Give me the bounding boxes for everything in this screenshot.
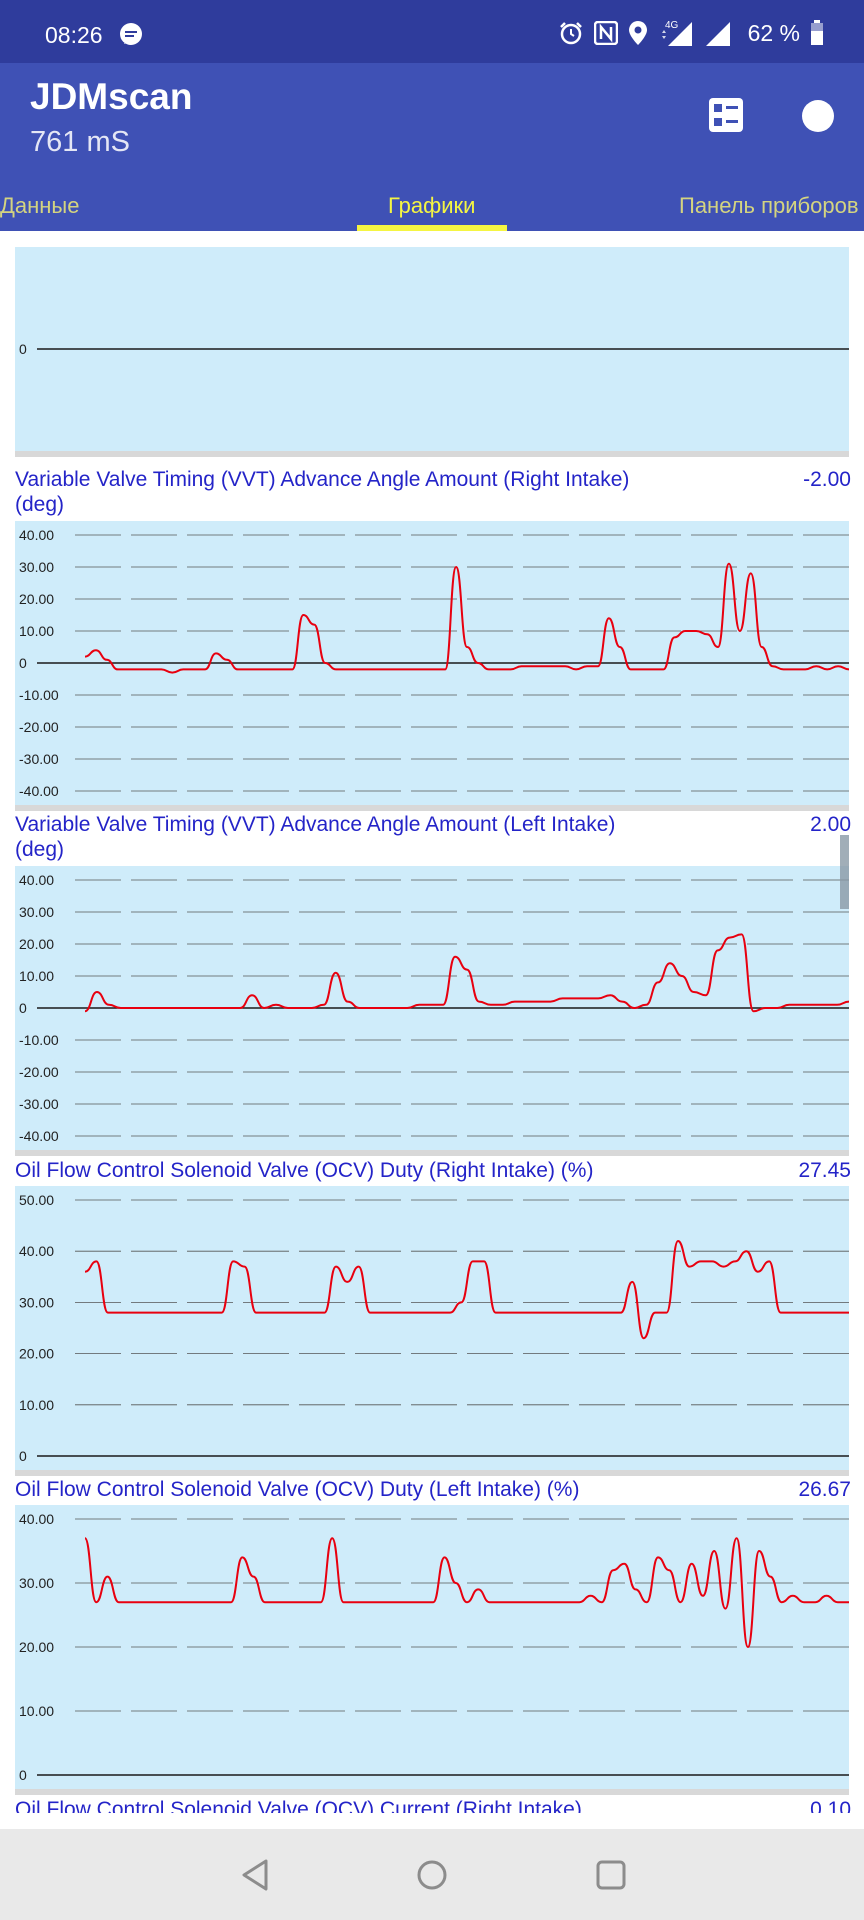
y-tick-label: 10.00 <box>19 623 54 639</box>
chart-title: Oil Flow Control Solenoid Valve (OCV) Du… <box>15 1478 580 1501</box>
chart-title: Variable Valve Timing (VVT) Advance Angl… <box>15 813 616 861</box>
y-tick-label: 20.00 <box>19 1346 54 1362</box>
chart-area-1: 40.00 30.00 20.00 10.00 0 -10.00 -20.00 -30.00 -… <box>15 521 850 811</box>
message-icon <box>120 23 142 45</box>
y-tick-label: -10.00 <box>19 1032 59 1048</box>
y-tick-label: 20.00 <box>19 936 54 952</box>
record-icon[interactable] <box>802 100 834 132</box>
app-bar: JDMscan 761 mS <box>0 63 864 170</box>
chart-svg-1: 40.00 30.00 20.00 10.00 0 -10.00 -20.00 -30.00 -… <box>19 527 850 799</box>
y-tick-label: 0 <box>19 1448 27 1464</box>
series-line <box>84 562 850 674</box>
signal-icon: 4G <box>661 20 692 46</box>
chart-current-value: 2.00 <box>810 813 851 836</box>
back-icon[interactable] <box>236 1855 276 1895</box>
chart-header-1: Variable Valve Timing (VVT) Advance Angl… <box>15 467 851 517</box>
y-tick-label: 20.00 <box>19 591 54 607</box>
app-title: JDMscan <box>30 76 193 117</box>
recents-icon[interactable] <box>591 1855 631 1895</box>
chart-svg-4: 40.00 30.00 20.00 10.00 0 <box>19 1511 849 1783</box>
y-tick-label: 30.00 <box>19 1294 54 1310</box>
chart-area-2: 40.00 30.00 20.00 10.00 0 -10.00 -20.00 -30.00 -… <box>15 866 850 1156</box>
y-tick-label: -30.00 <box>19 1096 59 1112</box>
chart-current-value: -2.00 <box>803 468 851 491</box>
y-tick-label: 10.00 <box>19 968 54 984</box>
y-tick-label: 0 <box>19 655 27 671</box>
active-tab-indicator <box>357 225 507 231</box>
y-tick-label: 40.00 <box>19 527 54 543</box>
y-tick-label: -20.00 <box>19 719 59 735</box>
scrollbar[interactable] <box>840 835 849 909</box>
refresh-interval: 761 mS <box>30 126 130 158</box>
network-type: 4G <box>665 20 679 31</box>
chart-svg-2: 40.00 30.00 20.00 10.00 0 -10.00 -20.00 -30.00 -… <box>19 872 850 1144</box>
tab-charts[interactable]: Графики <box>388 193 476 218</box>
home-icon[interactable] <box>412 1855 452 1895</box>
tab-dashboard[interactable]: Панель приборов <box>679 193 859 218</box>
list-view-icon[interactable] <box>706 95 746 135</box>
y-tick-label: 30.00 <box>19 1575 54 1591</box>
chart-current-value: 27.45 <box>798 1159 851 1182</box>
y-tick-label: 0 <box>19 1000 27 1016</box>
chart-area-4: 40.00 30.00 20.00 10.00 0 <box>15 1505 849 1795</box>
chart-header-4: Oil Flow Control Solenoid Valve (OCV) Du… <box>15 1477 851 1507</box>
chart-svg-3: 50.00 40.00 30.00 20.00 10.00 0 <box>19 1192 849 1464</box>
y-tick-label: 0 <box>19 1767 27 1783</box>
y-tick-label: 10.00 <box>19 1397 54 1413</box>
series-line <box>84 1239 849 1340</box>
status-bar: 08:26 4G 62 % <box>0 0 864 63</box>
charts-list[interactable]: 0 Variable Valve Timing (VVT) Advance An… <box>0 231 864 1813</box>
chart-svg-0: 0 <box>19 341 849 357</box>
y-tick-label: -30.00 <box>19 751 59 767</box>
alarm-icon <box>559 22 582 45</box>
battery-icon <box>811 20 823 45</box>
y-tick-label: 50.00 <box>19 1192 54 1208</box>
chart-title: Oil Flow Control Solenoid Valve (OCV) Cu… <box>15 1798 582 1813</box>
location-icon <box>628 21 647 45</box>
chart-area-3: 50.00 40.00 30.00 20.00 10.00 0 <box>15 1186 849 1476</box>
chart-current-value: 26.67 <box>798 1478 851 1501</box>
wifi-icon <box>705 22 730 46</box>
y-tick-label: 20.00 <box>19 1639 54 1655</box>
y-tick-label: -40.00 <box>19 783 59 799</box>
tab-data[interactable]: Данные <box>0 193 80 218</box>
chart-header-2: Variable Valve Timing (VVT) Advance Angl… <box>15 812 851 862</box>
nfc-icon <box>593 21 618 45</box>
series-line <box>84 933 850 1013</box>
chart-current-value: 0.10 <box>810 1798 851 1813</box>
y-tick-label: 30.00 <box>19 559 54 575</box>
battery-percent: 62 % <box>747 19 800 46</box>
y-tick-label: -40.00 <box>19 1128 59 1144</box>
status-time: 08:26 <box>45 22 103 48</box>
y-tick-label: 10.00 <box>19 1703 54 1719</box>
y-tick-label: 40.00 <box>19 872 54 888</box>
y-tick-label: 0 <box>19 341 27 357</box>
y-tick-label: 40.00 <box>19 1243 54 1259</box>
chart-title: Variable Valve Timing (VVT) Advance Angl… <box>15 468 630 516</box>
y-tick-label: -20.00 <box>19 1064 59 1080</box>
y-tick-label: 30.00 <box>19 904 54 920</box>
y-tick-label: 40.00 <box>19 1511 54 1527</box>
chart-header-3: Oil Flow Control Solenoid Valve (OCV) Du… <box>15 1158 851 1188</box>
chart-area-0: 0 <box>15 247 849 457</box>
chart-header-5: Oil Flow Control Solenoid Valve (OCV) Cu… <box>15 1797 851 1813</box>
y-tick-label: -10.00 <box>19 687 59 703</box>
navigation-bar <box>0 1829 864 1920</box>
tab-bar: Данные Графики Панель приборов <box>0 170 864 231</box>
chart-title: Oil Flow Control Solenoid Valve (OCV) Du… <box>15 1159 594 1182</box>
series-line <box>84 1537 849 1649</box>
